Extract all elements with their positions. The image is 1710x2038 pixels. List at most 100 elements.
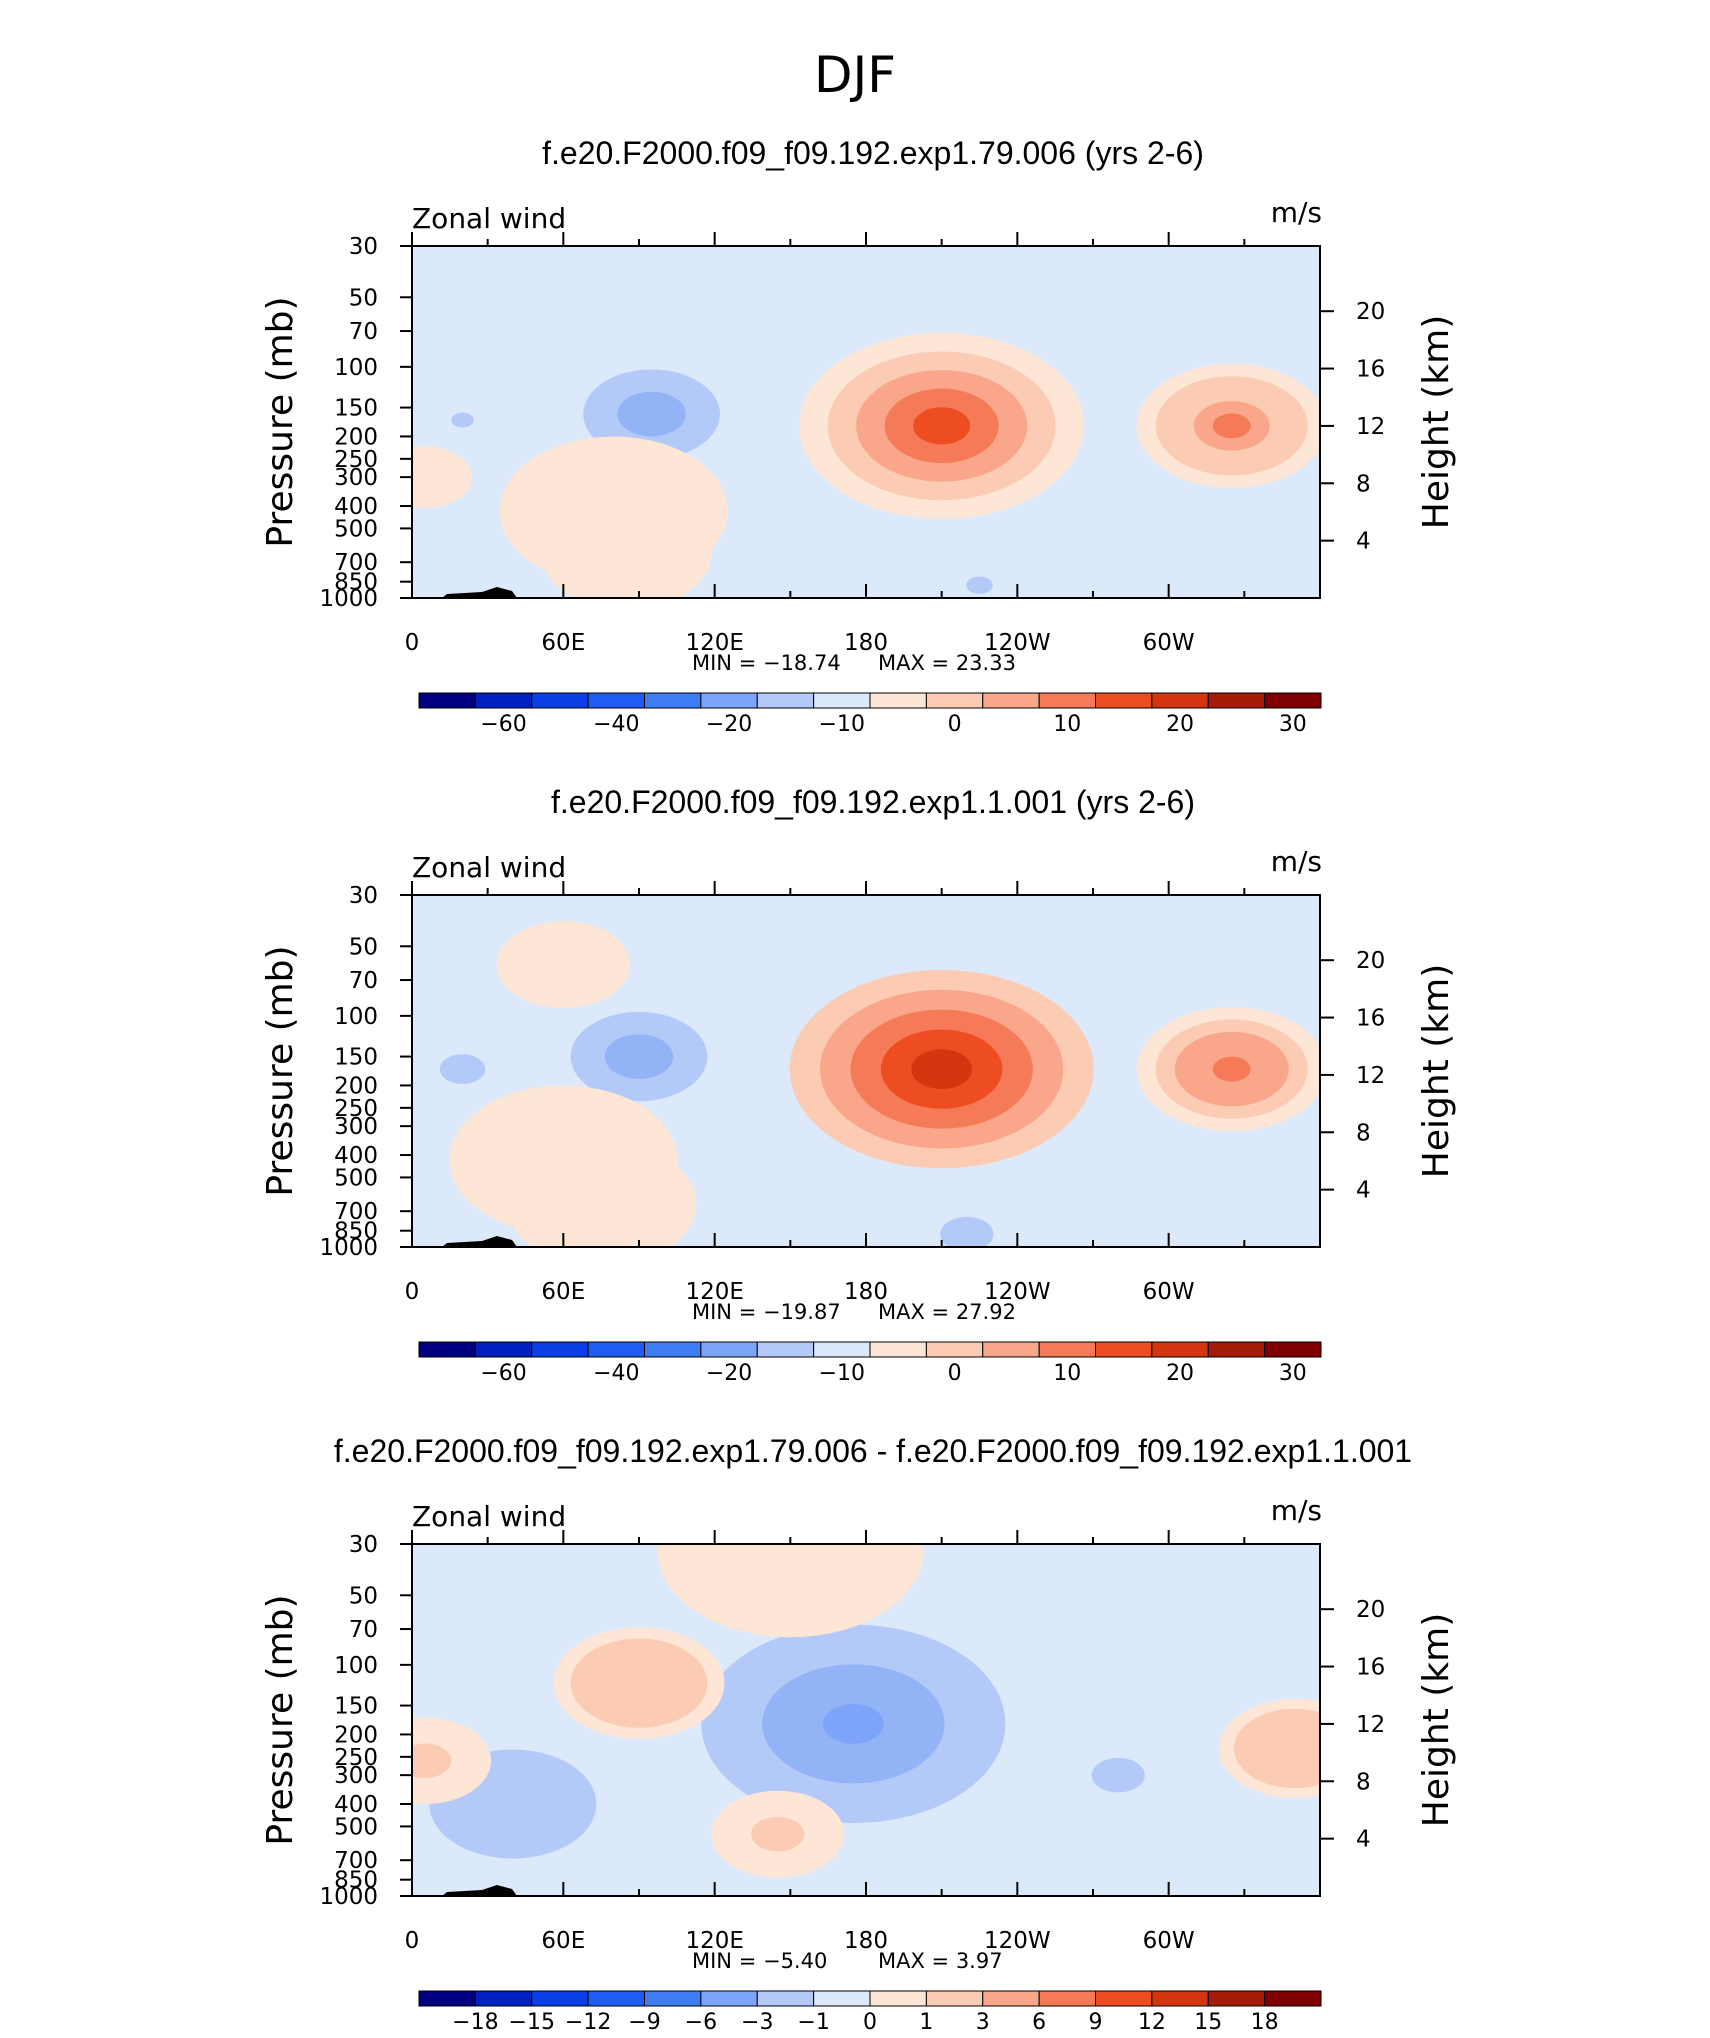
y2-tick-label: 8: [1356, 1769, 1371, 1795]
colorbar-label: −1: [797, 2010, 829, 2035]
y-axis-label: Pressure (mb): [260, 945, 301, 1196]
y2-tick-label: 16: [1356, 1655, 1385, 1681]
colorbar-label: −10: [819, 1361, 865, 1386]
contour-6-level-5: [764, 1825, 792, 1843]
contour-4-level-5: [1279, 1738, 1310, 1759]
x-tick-label: 120E: [685, 1279, 743, 1305]
contour-3-level-5: [621, 1672, 657, 1695]
y-tick-label: 30: [349, 1532, 378, 1558]
colorbar-box: [925, 692, 984, 709]
colorbar-box: [531, 1990, 589, 2007]
colorbar-label: 20: [1166, 712, 1194, 737]
y-tick-label: 200: [334, 1722, 378, 1748]
units-label: m/s: [1271, 1494, 1322, 1527]
y-tick-label: 1000: [319, 1235, 378, 1261]
y-tick-label: 30: [349, 883, 378, 909]
y-tick-label: 300: [334, 465, 378, 491]
colorbar-box: [1151, 1341, 1209, 1358]
x-tick-label: 60W: [1143, 1928, 1195, 1954]
colorbar-box: [1264, 1990, 1322, 2007]
colorbar-label: 20: [1166, 1361, 1194, 1386]
colorbar-box: [700, 1990, 758, 2007]
contour-4-level-5: [1212, 1056, 1251, 1082]
colorbar-box: [813, 692, 871, 709]
contour-3-level-5: [911, 1049, 973, 1089]
y-tick-label: 850: [334, 1219, 378, 1245]
colorbar-label: −40: [593, 712, 639, 737]
colorbar-label: −18: [452, 2010, 498, 2035]
y-tick-label: 850: [334, 570, 378, 596]
contour-field: [412, 332, 1320, 598]
y2-tick-label: 20: [1356, 948, 1385, 974]
colorbar-label: 30: [1279, 1361, 1307, 1386]
variable-label: Zonal wind: [412, 202, 566, 235]
x-tick-label: 0: [405, 630, 420, 656]
y-tick-label: 700: [334, 1199, 378, 1225]
colorbar-box: [700, 692, 758, 709]
colorbar-box: [644, 1341, 702, 1358]
contour-4-level-5: [1212, 413, 1251, 439]
y-tick-label: 70: [349, 1617, 378, 1643]
y-axis-label: Pressure (mb): [260, 296, 301, 547]
colorbar-box: [1038, 692, 1096, 709]
y-tick-label: 150: [334, 1694, 378, 1720]
variable-label: Zonal wind: [412, 1500, 566, 1533]
y2-axis-label: Height (km): [1416, 315, 1457, 529]
contour-2-level-5: [451, 412, 474, 428]
min-label: MIN = −19.87: [692, 1300, 841, 1324]
contour-8-level-5: [763, 1544, 817, 1568]
contour-3-level-5: [913, 407, 971, 445]
colorbar-box: [982, 1341, 1040, 1358]
x-tick-label: 60E: [541, 630, 585, 656]
colorbar-label: 10: [1053, 712, 1081, 737]
y-tick-label: 400: [334, 1792, 378, 1818]
y-tick-label: 50: [349, 934, 378, 960]
x-tick-label: 180: [844, 1279, 888, 1305]
y2-tick-label: 8: [1356, 471, 1371, 497]
panel-title: f.e20.F2000.f09_f09.192.exp1.79.006 - f.…: [334, 1433, 1412, 1469]
y-tick-label: 150: [334, 396, 378, 422]
colorbar-box: [1264, 1341, 1322, 1358]
figure-title: DJF: [814, 46, 896, 104]
colorbar-label: −15: [509, 2010, 555, 2035]
y-tick-label: 500: [334, 1165, 378, 1191]
colorbar-box: [587, 1341, 645, 1358]
colorbar-box: [531, 1341, 589, 1358]
y2-tick-label: 12: [1356, 1063, 1385, 1089]
colorbar-box: [1038, 1990, 1096, 2007]
y2-tick-label: 8: [1356, 1120, 1371, 1146]
colorbar-box: [869, 1341, 927, 1358]
x-tick-label: 180: [844, 1928, 888, 1954]
colorbar-box: [982, 692, 1040, 709]
colorbar-box: [474, 692, 533, 709]
colorbar-box: [1207, 1341, 1266, 1358]
x-tick-label: 60E: [541, 1279, 585, 1305]
colorbar-label: −40: [593, 1361, 639, 1386]
topography: [442, 587, 517, 598]
colorbar-box: [1264, 692, 1322, 709]
contour-6-level-5: [966, 576, 993, 594]
y-tick-label: 1000: [319, 586, 378, 612]
colorbar-box: [813, 1990, 871, 2007]
max-label: MAX = 23.33: [878, 651, 1016, 675]
colorbar-box: [1207, 1990, 1266, 2007]
y2-axis-label: Height (km): [1416, 964, 1457, 1178]
colorbar-box: [474, 1341, 533, 1358]
colorbar-box: [869, 692, 927, 709]
x-tick-label: 120E: [685, 630, 743, 656]
y-tick-label: 300: [334, 1763, 378, 1789]
panel-3: f.e20.F2000.f09_f09.192.exp1.79.006 - f.…: [260, 1433, 1457, 2035]
colorbar-box: [418, 692, 476, 709]
colorbar-box: [1207, 692, 1266, 709]
colorbar-box: [587, 692, 645, 709]
contour-1-level-5: [822, 1704, 884, 1744]
colorbar-label: −6: [685, 2010, 717, 2035]
x-tick-label: 120W: [984, 1928, 1051, 1954]
panel-2: f.e20.F2000.f09_f09.192.exp1.1.001 (yrs …: [260, 784, 1457, 1386]
y-axis-label: Pressure (mb): [260, 1594, 301, 1845]
contour-field: [412, 1544, 1320, 1878]
x-tick-label: 60W: [1143, 630, 1195, 656]
contour-7-level-5: [415, 470, 435, 484]
contour-2-level-5: [451, 1061, 474, 1077]
